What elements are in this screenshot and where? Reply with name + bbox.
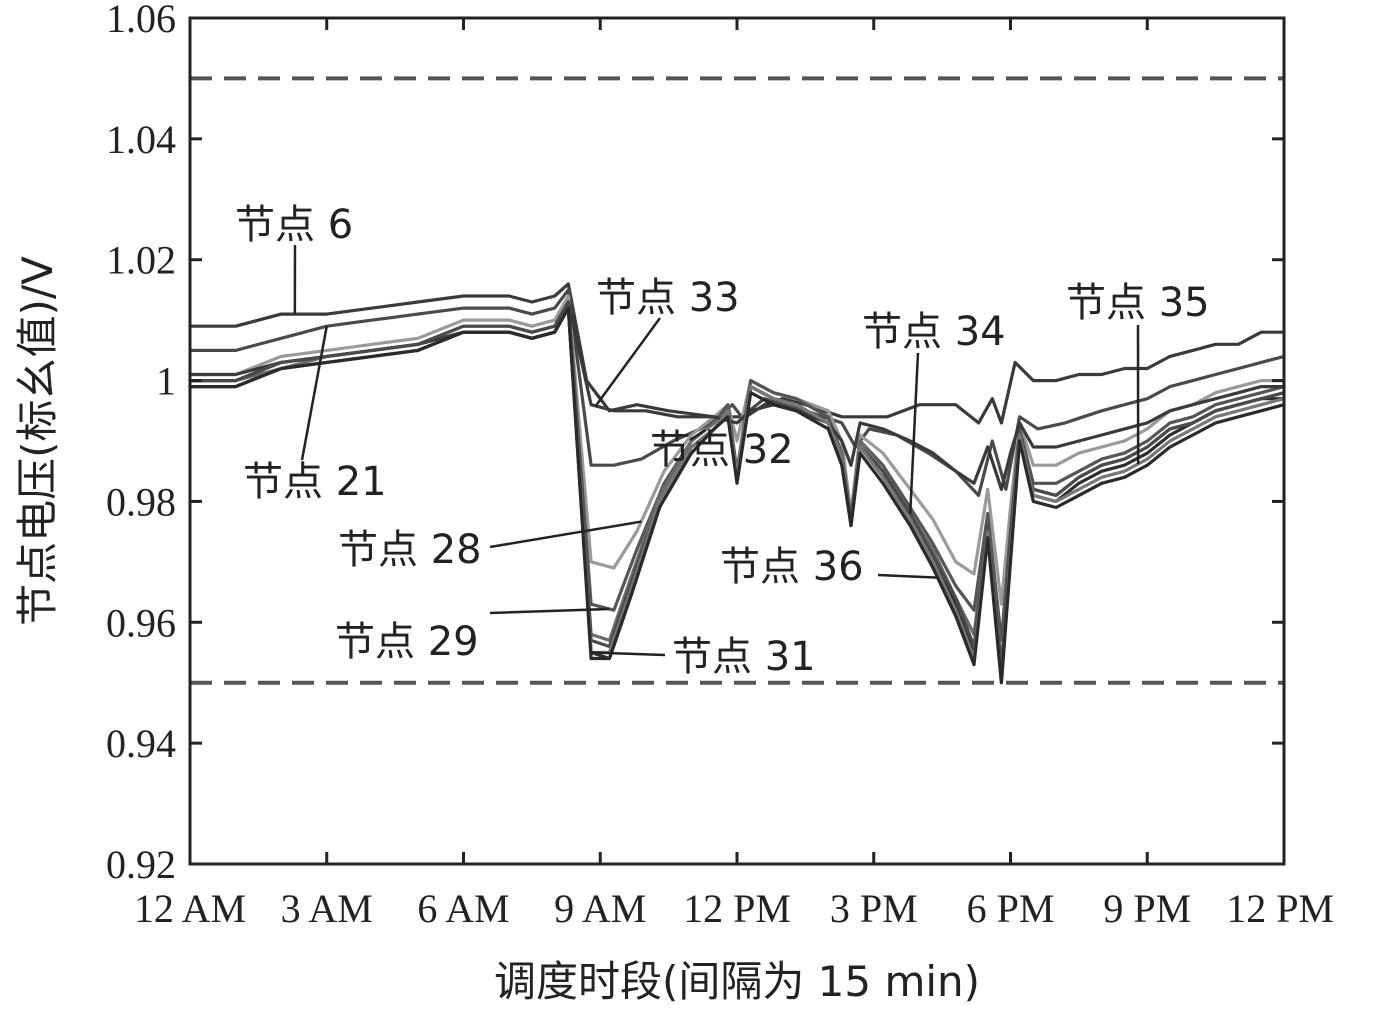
annotation-label-0: 节点 6	[235, 202, 353, 248]
annotation-label-5: 节点 29	[335, 619, 479, 665]
annotation-label-9: 节点 36	[720, 544, 864, 590]
annotation-leader-1	[300, 325, 328, 461]
annotation-leader-2	[594, 317, 662, 407]
x-tick-label: 3 PM	[830, 886, 918, 931]
x-tick-label: 6 PM	[967, 886, 1055, 931]
x-tick-label: 9 AM	[554, 886, 646, 931]
x-tick-label: 6 AM	[417, 886, 509, 931]
annotation-label-1: 节点 21	[243, 459, 387, 505]
annotation-label-4: 节点 28	[338, 527, 482, 573]
y-tick-label: 1	[156, 359, 176, 404]
annotation-label-3: 节点 32	[650, 427, 794, 473]
y-tick-label: 0.98	[106, 479, 176, 524]
axis-ticks: 0.92 0.94 0.96 0.98 1 1.02 1.04 1.06 12 AM 3 AM 6 …	[106, 0, 1334, 931]
annotation-label-2: 节点 33	[596, 275, 740, 321]
series-annotations: 节点 6 节点 21 节点 33 节点 32 节点 28 节点 29 节点 31 节点 34 节…	[235, 202, 1210, 680]
x-tick-label: 12 PM	[683, 886, 791, 931]
annotation-leader-3	[689, 429, 706, 442]
x-tick-label: 12 PM	[1226, 886, 1334, 931]
annotation-label-6: 节点 31	[672, 634, 816, 680]
series-lines	[188, 282, 1286, 685]
annotation-label-8: 节点 35	[1066, 280, 1210, 326]
y-tick-label: 1.06	[106, 0, 176, 41]
limit-lines	[190, 76, 1284, 685]
y-axis-title: 节点电压(标幺值)/V	[13, 256, 62, 626]
annotation-leader-4	[489, 520, 642, 549]
x-tick-label: 3 AM	[281, 886, 373, 931]
y-tick-label: 1.02	[106, 238, 176, 283]
series-line-9	[188, 306, 1286, 685]
x-axis-title: 调度时段(间隔为 15 min)	[494, 957, 980, 1006]
series-line-1	[188, 288, 1286, 497]
y-tick-label: 0.96	[106, 600, 176, 645]
y-tick-label: 1.04	[106, 117, 176, 162]
y-tick-label: 0.92	[106, 842, 176, 887]
y-tick-label: 0.94	[106, 721, 176, 766]
x-tick-label: 9 PM	[1103, 886, 1191, 931]
annotation-leader-6	[591, 651, 666, 657]
annotation-label-7: 节点 34	[862, 309, 1006, 355]
annotation-leader-5	[489, 607, 610, 615]
annotation-leader-7	[908, 352, 920, 514]
x-tick-label: 12 AM	[134, 886, 246, 931]
annotation-leader-9	[877, 573, 938, 579]
